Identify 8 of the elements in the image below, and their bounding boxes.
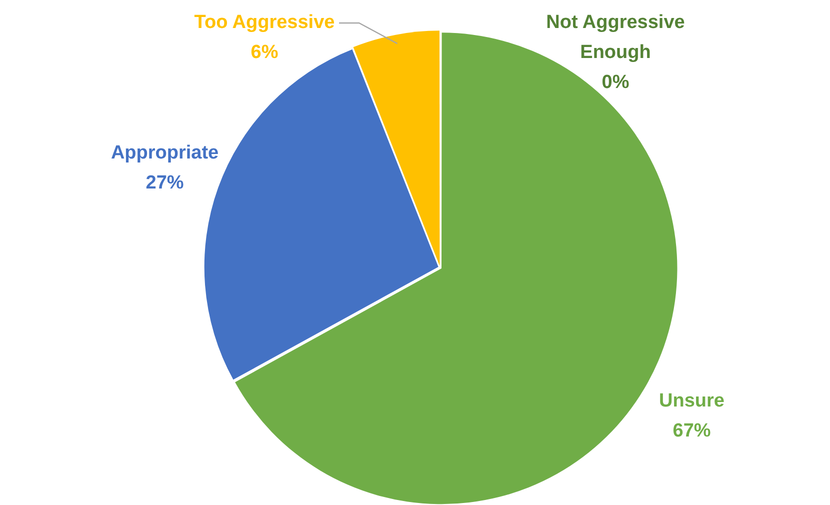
slice-label: Unsure — [659, 390, 724, 412]
data-label: 67% — [672, 420, 711, 442]
category-label: Not Aggressive Enough — [546, 12, 685, 64]
text: 0% — [602, 72, 630, 94]
slice-label: Appropriate — [110, 142, 219, 164]
data-label: 27% — [146, 172, 184, 194]
slice-label: Too Aggressive — [194, 12, 335, 34]
data-label: 6% — [250, 42, 278, 64]
